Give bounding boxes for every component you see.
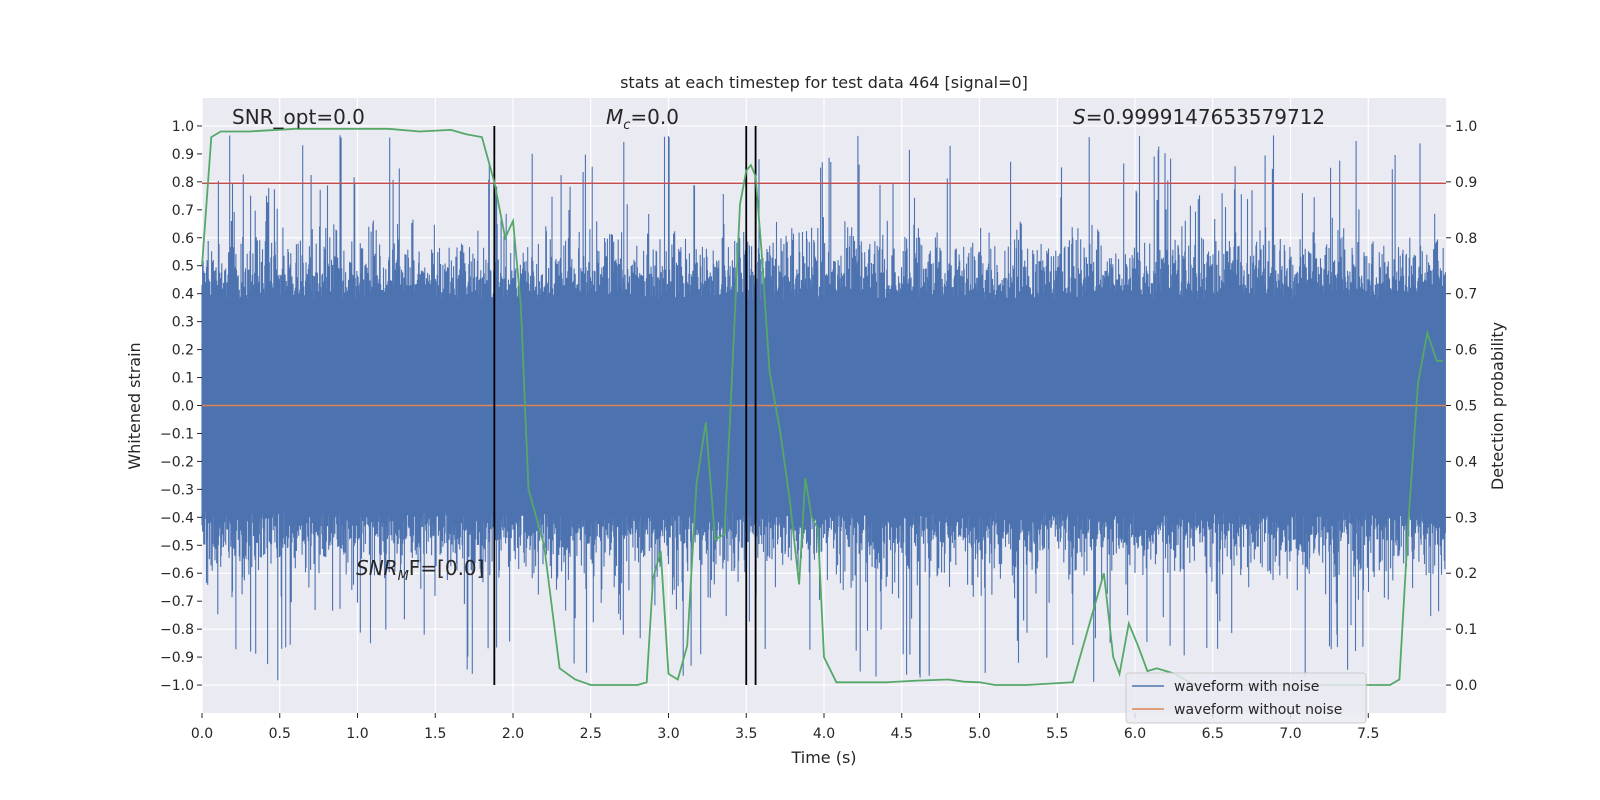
y-left-tick-label: −0.1 [160, 426, 194, 442]
x-tick-label: 1.0 [346, 726, 368, 742]
y-right-tick-label: 0.8 [1455, 231, 1477, 247]
legend-label-clean: waveform without noise [1174, 702, 1342, 718]
y-left-tick-label: −0.2 [160, 454, 194, 470]
chirp-mass-annotation: Mc=0.0 [606, 105, 679, 133]
legend-label-noise: waveform with noise [1174, 679, 1319, 695]
snr-mf-value: F=[0.0] [409, 556, 485, 580]
y-axis-left-ticks: 1.0 0.9 0.8 0.7 0.6 0.5 0.4 0.3 0.2 0.1 0.0 −0.1 −0.… [160, 119, 202, 694]
x-tick-label: 6.0 [1124, 726, 1146, 742]
x-tick-label: 4.5 [891, 726, 913, 742]
y-left-tick-label: 0.5 [172, 259, 194, 275]
y-left-tick-label: 0.1 [172, 371, 194, 387]
y-left-tick-label: 0.9 [172, 147, 194, 163]
y-left-tick-label: 0.0 [172, 399, 194, 415]
y-right-tick-label: 0.6 [1455, 343, 1477, 359]
x-tick-label: 4.0 [813, 726, 835, 742]
y-left-tick-label: 0.7 [172, 203, 194, 219]
x-axis-label: Time (s) [790, 748, 856, 767]
x-tick-label: 0.5 [269, 726, 291, 742]
x-tick-label: 7.0 [1279, 726, 1301, 742]
y-right-tick-label: 0.2 [1455, 566, 1477, 582]
y-left-tick-label: 0.3 [172, 315, 194, 331]
chirp-mass-symbol: M [606, 105, 623, 129]
y-left-tick-label: −0.7 [160, 594, 194, 610]
snr-mf-subscript: M [398, 569, 409, 584]
snr-opt-annotation: SNR_opt=0.0 [232, 105, 365, 129]
s-value: =0.9999147653579712 [1086, 105, 1325, 129]
x-axis-ticks: 0.0 0.5 1.0 1.5 2.0 2.5 3.0 3.5 4.0 4.5 5.0 5.5 6.0 6… [191, 713, 1379, 742]
y-left-tick-label: −0.8 [160, 622, 194, 638]
y-axis-left-label: Whitened strain [125, 342, 144, 469]
y-right-tick-label: 0.7 [1455, 287, 1477, 303]
legend: waveform with noise waveform without noi… [1125, 672, 1367, 724]
y-left-tick-label: −0.3 [160, 482, 194, 498]
y-left-tick-label: 1.0 [172, 119, 194, 135]
vertical-markers [493, 125, 757, 686]
y-left-tick-label: 0.8 [172, 175, 194, 191]
x-tick-label: 6.5 [1202, 726, 1224, 742]
y-left-tick-label: −0.6 [160, 566, 194, 582]
y-right-tick-label: 0.4 [1455, 454, 1477, 470]
y-right-tick-label: 0.3 [1455, 510, 1477, 526]
y-right-tick-label: 0.0 [1455, 678, 1477, 694]
y-right-tick-label: 0.1 [1455, 622, 1477, 638]
chirp-mass-value: =0.0 [630, 105, 679, 129]
y-axis-right-ticks: 1.0 0.9 0.8 0.7 0.6 0.5 0.4 0.3 0.2 0.1 0.0 [1446, 119, 1477, 694]
y-right-tick-label: 0.5 [1455, 399, 1477, 415]
y-axis-right-label: Detection probability [1488, 322, 1507, 490]
y-left-tick-label: 0.4 [172, 287, 194, 303]
x-tick-label: 0.0 [191, 726, 213, 742]
y-left-tick-label: −0.5 [160, 538, 194, 554]
chirp-mass-subscript: c [623, 118, 630, 133]
y-right-tick-label: 0.9 [1455, 175, 1477, 191]
y-left-tick-label: −0.9 [160, 650, 194, 666]
legend-box [1125, 672, 1367, 724]
chart-title: stats at each timestep for test data 464… [620, 73, 1028, 92]
x-tick-label: 7.5 [1357, 726, 1379, 742]
x-tick-label: 2.5 [580, 726, 602, 742]
y-left-tick-label: −1.0 [160, 678, 194, 694]
y-left-tick-label: 0.2 [172, 343, 194, 359]
x-tick-label: 5.0 [968, 726, 990, 742]
y-left-tick-label: −0.4 [160, 510, 194, 526]
x-tick-label: 3.0 [657, 726, 679, 742]
x-tick-label: 3.5 [735, 726, 757, 742]
snr-mf-annotation: SNRMF=[0.0] [356, 556, 484, 584]
x-tick-label: 1.5 [424, 726, 446, 742]
y-right-tick-label: 1.0 [1455, 119, 1477, 135]
y-left-tick-label: 0.6 [172, 231, 194, 247]
s-symbol: S [1073, 105, 1086, 129]
x-tick-label: 2.0 [502, 726, 524, 742]
snr-mf-symbol: SNR [356, 556, 398, 580]
s-annotation: S=0.9999147653579712 [1073, 105, 1325, 129]
x-tick-label: 5.5 [1046, 726, 1068, 742]
